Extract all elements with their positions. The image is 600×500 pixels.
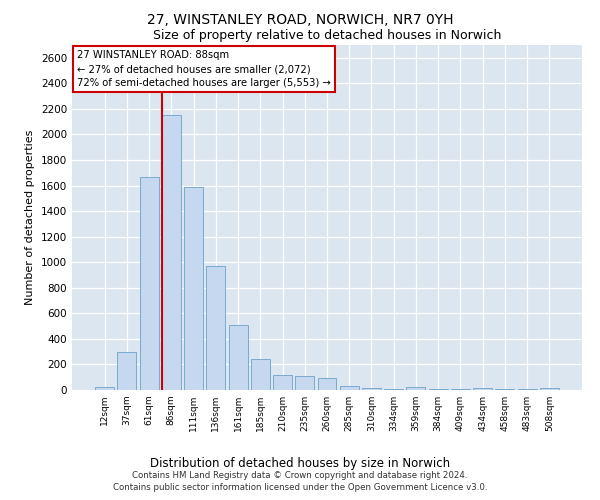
Bar [317, 378, 337, 390]
Bar [273, 374, 292, 390]
Bar [473, 388, 492, 390]
Bar [206, 266, 225, 390]
Text: 27 WINSTANLEY ROAD: 88sqm
← 27% of detached houses are smaller (2,072)
72% of se: 27 WINSTANLEY ROAD: 88sqm ← 27% of detac… [77, 50, 331, 88]
Bar [229, 325, 248, 390]
Text: Distribution of detached houses by size in Norwich: Distribution of detached houses by size … [150, 458, 450, 470]
Title: Size of property relative to detached houses in Norwich: Size of property relative to detached ho… [153, 30, 501, 43]
Bar [184, 187, 203, 390]
Bar [295, 376, 314, 390]
Bar [162, 116, 181, 390]
Y-axis label: Number of detached properties: Number of detached properties [25, 130, 35, 305]
Bar [406, 388, 425, 390]
Bar [95, 388, 114, 390]
Bar [540, 388, 559, 390]
Bar [140, 176, 158, 390]
Bar [251, 358, 270, 390]
Bar [340, 386, 359, 390]
Text: Contains HM Land Registry data © Crown copyright and database right 2024.
Contai: Contains HM Land Registry data © Crown c… [113, 471, 487, 492]
Bar [362, 388, 381, 390]
Text: 27, WINSTANLEY ROAD, NORWICH, NR7 0YH: 27, WINSTANLEY ROAD, NORWICH, NR7 0YH [147, 12, 453, 26]
Bar [118, 352, 136, 390]
